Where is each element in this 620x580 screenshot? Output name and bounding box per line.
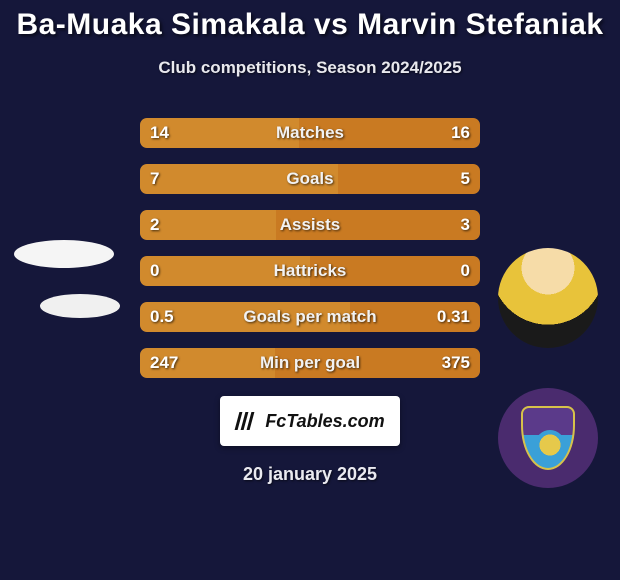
stat-row: 00Hattricks [140, 256, 480, 286]
subtitle: Club competitions, Season 2024/2025 [0, 58, 620, 78]
avatar-placeholder-shape [14, 240, 114, 268]
brand-text: FcTables.com [265, 411, 384, 432]
stat-row: 23Assists [140, 210, 480, 240]
stat-label: Min per goal [140, 353, 480, 373]
stat-bars: 1416Matches 75Goals 23Assists 00Hattricks 0.… [140, 118, 480, 394]
stat-label: Goals [140, 169, 480, 189]
stat-row: 1416Matches [140, 118, 480, 148]
club-badge-right [498, 388, 598, 488]
stats-area: 1416Matches 75Goals 23Assists 00Hattricks 0.… [0, 118, 620, 388]
stat-label: Matches [140, 123, 480, 143]
brand-logo: FcTables.com [235, 411, 384, 432]
stat-label: Hattricks [140, 261, 480, 281]
page-title: Ba-Muaka Simakala vs Marvin Stefaniak [0, 0, 620, 42]
player-right-avatar [498, 248, 598, 348]
stat-label: Assists [140, 215, 480, 235]
club-crest-icon [521, 406, 575, 470]
avatar-placeholder-shape [40, 294, 120, 318]
stat-label: Goals per match [140, 307, 480, 327]
stat-row: 0.50.31Goals per match [140, 302, 480, 332]
stat-row: 247375Min per goal [140, 348, 480, 378]
brand-logo-box: FcTables.com [220, 396, 400, 446]
infographic-root: Ba-Muaka Simakala vs Marvin Stefaniak Cl… [0, 0, 620, 580]
brand-mark-icon [235, 411, 259, 431]
player-left-avatar [14, 240, 120, 318]
stat-row: 75Goals [140, 164, 480, 194]
